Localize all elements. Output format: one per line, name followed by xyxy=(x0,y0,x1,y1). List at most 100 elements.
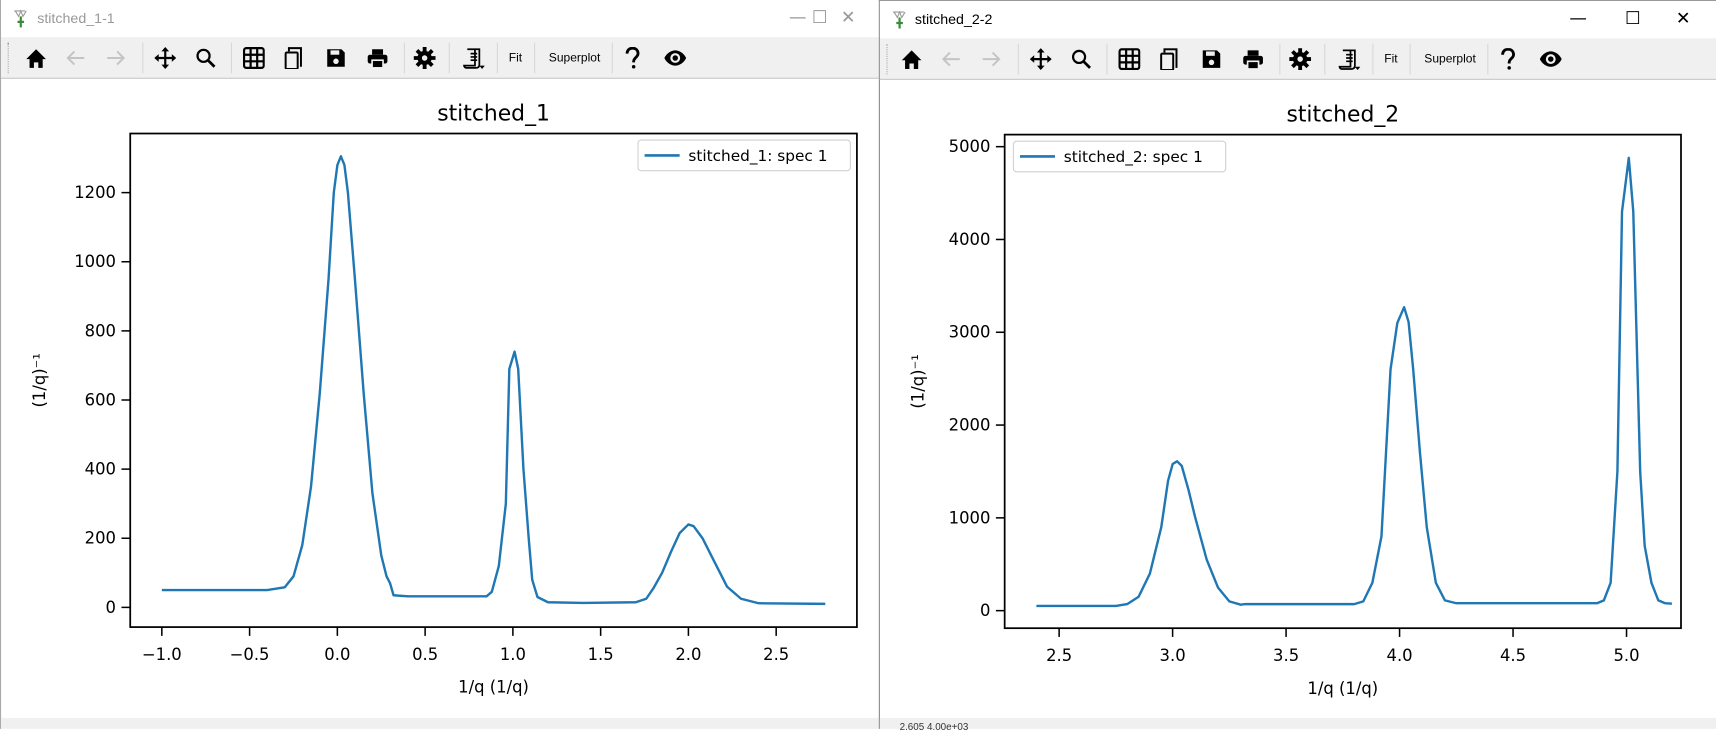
y-tick-label: 600 xyxy=(85,390,116,409)
pan-move-icon xyxy=(154,46,177,69)
x-tick-label: 0.0 xyxy=(324,645,350,664)
chart-stitched-1[interactable]: stitched_1 −1.0 −0.5 0.0 0.5 1.0 1.5 2.0 2.5 0 200… xyxy=(1,79,883,718)
x-tick-label: −1.0 xyxy=(142,645,182,664)
script-dropdown-button[interactable] xyxy=(459,42,490,74)
fit-button[interactable]: Fit xyxy=(483,42,549,74)
grid-icon xyxy=(242,46,265,69)
maximize-button[interactable]: ☐ xyxy=(1624,7,1641,29)
x-tick-label: 3.5 xyxy=(1273,646,1299,665)
help-question-button[interactable] xyxy=(1493,43,1524,75)
back-arrow-icon xyxy=(941,51,960,66)
toolbar-grip[interactable] xyxy=(7,42,10,74)
eye-button[interactable] xyxy=(660,42,691,74)
toolbar-grip[interactable] xyxy=(886,43,888,75)
status-bar: 2.605 4.00e+03 xyxy=(879,717,1716,732)
script-dropdown-icon xyxy=(463,47,485,69)
back-arrow-button[interactable] xyxy=(60,42,91,74)
minimize-button[interactable]: — xyxy=(789,6,807,28)
eye-icon xyxy=(664,49,687,66)
script-dropdown-button[interactable] xyxy=(1334,43,1365,75)
x-tick-label: 2.5 xyxy=(1046,646,1072,665)
app-icon xyxy=(14,9,27,28)
settings-gear-button[interactable] xyxy=(1285,43,1316,75)
y-tick-label: 3000 xyxy=(949,323,991,342)
toolbar-separator xyxy=(448,42,450,74)
x-axis-label: 1/q (1/q) xyxy=(1307,679,1378,698)
y-tick-label: 0 xyxy=(106,598,116,617)
minimize-button[interactable]: — xyxy=(1569,7,1587,29)
eye-button[interactable] xyxy=(1535,43,1566,75)
y-tick-label: 1000 xyxy=(949,508,991,527)
toolbar-separator xyxy=(534,42,536,74)
copy-button[interactable] xyxy=(279,42,310,74)
y-tick-label: 4000 xyxy=(949,230,991,249)
home-icon xyxy=(26,48,46,68)
home-button[interactable] xyxy=(896,43,927,75)
help-question-button[interactable] xyxy=(617,42,648,74)
series-line xyxy=(1036,156,1672,608)
print-button[interactable] xyxy=(362,42,393,74)
save-button[interactable] xyxy=(321,42,352,74)
toolbar-separator xyxy=(1279,43,1281,75)
x-tick-label: 2.0 xyxy=(675,645,701,664)
fit-button-label: Fit xyxy=(508,50,523,65)
y-tick-label: 400 xyxy=(85,460,116,479)
grid-button[interactable] xyxy=(1114,43,1145,75)
legend: stitched_2: spec 1 xyxy=(1012,140,1227,173)
zoom-magnifier-button[interactable] xyxy=(1066,43,1097,75)
toolbar-separator xyxy=(1409,43,1411,75)
close-button[interactable]: ✕ xyxy=(840,6,856,28)
grid-button[interactable] xyxy=(239,42,270,74)
plot-toolbar: Fit Superplot xyxy=(879,38,1716,80)
pan-move-button[interactable] xyxy=(150,42,181,74)
zoom-magnifier-button[interactable] xyxy=(190,42,221,74)
y-tick-label: 800 xyxy=(85,321,116,340)
zoom-magnifier-icon xyxy=(1071,49,1091,69)
window-title: stitched_1-1 xyxy=(37,9,115,27)
superplot-button[interactable]: Superplot xyxy=(542,42,608,74)
y-tick-label: 200 xyxy=(85,529,116,548)
toolbar-separator xyxy=(403,42,405,74)
forward-arrow-button[interactable] xyxy=(976,43,1007,75)
toolbar-separator xyxy=(142,42,144,74)
close-button[interactable]: ✕ xyxy=(1675,7,1691,29)
y-tick-label: 5000 xyxy=(949,137,991,156)
window-title: stitched_2-2 xyxy=(914,10,993,28)
plot-window-stitched-1: stitched_1-1 — ☐ ✕ Fit Superplot stitched… xyxy=(0,0,883,729)
toolbar-separator xyxy=(1017,43,1019,75)
save-button[interactable] xyxy=(1196,43,1227,75)
y-axis-label: (1/q)⁻¹ xyxy=(909,354,928,408)
print-icon xyxy=(1243,49,1263,70)
print-button[interactable] xyxy=(1238,43,1269,75)
fit-button[interactable]: Fit xyxy=(1358,43,1424,75)
legend-label: stitched_2: spec 1 xyxy=(1064,148,1203,167)
forward-arrow-button[interactable] xyxy=(101,42,132,74)
chart-stitched-2[interactable]: stitched_2 2.5 3.0 3.5 4.0 4.5 5.0 0 1000 2000 300… xyxy=(880,80,1716,719)
print-icon xyxy=(367,48,388,69)
x-tick-label: 4.5 xyxy=(1500,646,1526,665)
copy-icon xyxy=(1160,47,1178,70)
back-arrow-button[interactable] xyxy=(936,43,967,75)
legend-label: stitched_1: spec 1 xyxy=(688,147,827,166)
toolbar-separator xyxy=(1106,43,1108,75)
forward-arrow-icon xyxy=(982,51,1001,66)
superplot-button-label: Superplot xyxy=(1424,51,1476,66)
y-axis-label: (1/q)⁻¹ xyxy=(30,353,49,407)
y-tick-label: 0 xyxy=(980,601,990,620)
chart-title: stitched_1 xyxy=(437,101,550,126)
legend-box xyxy=(637,139,851,172)
copy-button[interactable] xyxy=(1155,43,1186,75)
toolbar-separator xyxy=(1487,43,1489,75)
series-line xyxy=(161,155,826,606)
plot-window-stitched-2: stitched_2-2 — ☐ ✕ Fit Superplot stitched… xyxy=(878,0,1716,732)
status-text: 2.605 4.00e+03 xyxy=(899,721,969,732)
x-tick-label: 1.0 xyxy=(500,645,526,664)
settings-gear-button[interactable] xyxy=(409,42,440,74)
toolbar-separator xyxy=(1324,43,1326,75)
maximize-button[interactable]: ☐ xyxy=(811,6,828,28)
superplot-button[interactable]: Superplot xyxy=(1417,43,1483,75)
home-button[interactable] xyxy=(21,42,52,74)
pan-move-button[interactable] xyxy=(1025,43,1056,75)
settings-gear-icon xyxy=(1289,47,1312,70)
settings-gear-icon xyxy=(413,46,436,69)
